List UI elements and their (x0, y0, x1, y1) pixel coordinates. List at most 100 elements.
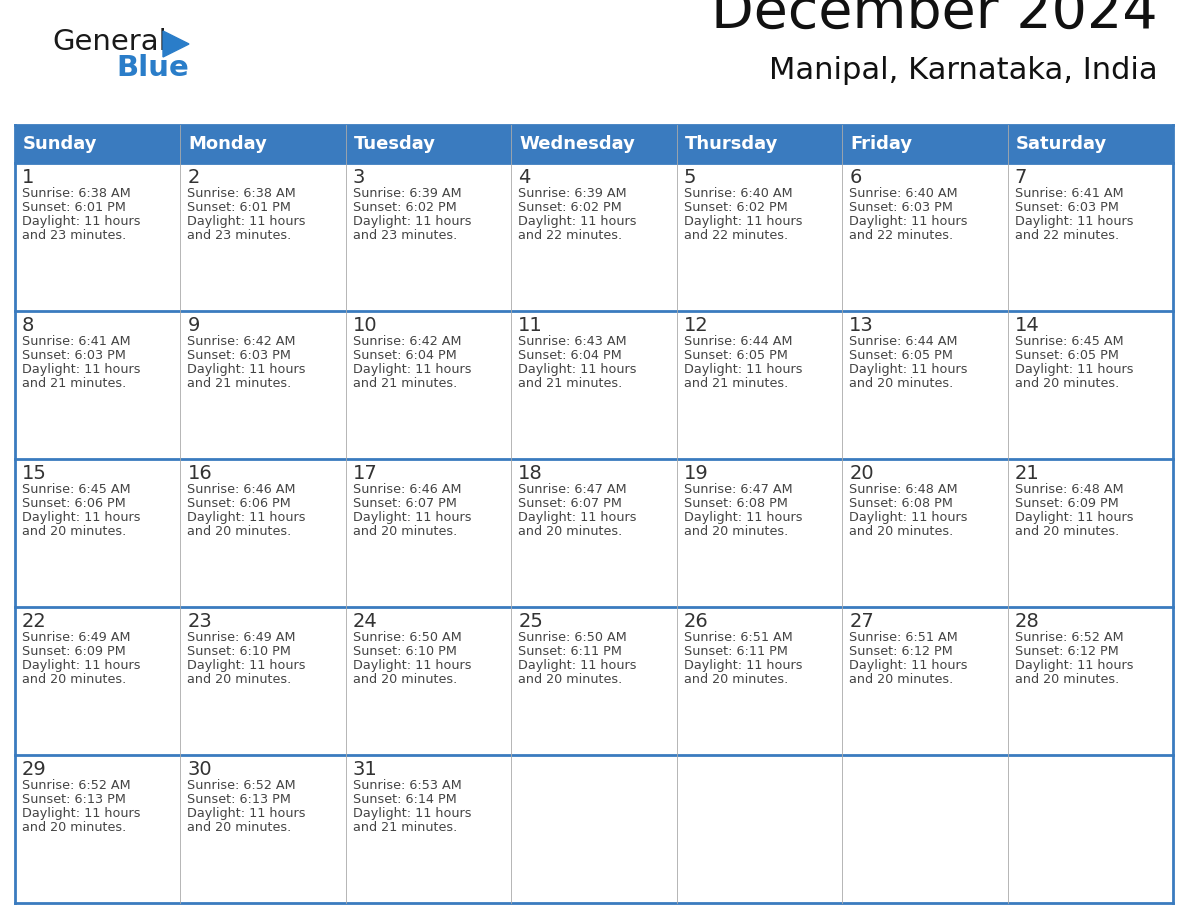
Text: Daylight: 11 hours: Daylight: 11 hours (23, 807, 140, 820)
Text: Sunset: 6:02 PM: Sunset: 6:02 PM (684, 201, 788, 214)
Text: 13: 13 (849, 316, 874, 335)
Text: Sunday: Sunday (23, 135, 97, 153)
Text: Sunset: 6:11 PM: Sunset: 6:11 PM (684, 645, 788, 658)
Text: Sunrise: 6:53 AM: Sunrise: 6:53 AM (353, 779, 462, 792)
Text: and 20 minutes.: and 20 minutes. (353, 673, 457, 686)
Text: Daylight: 11 hours: Daylight: 11 hours (188, 807, 307, 820)
Text: Sunrise: 6:41 AM: Sunrise: 6:41 AM (1015, 187, 1123, 200)
Text: 19: 19 (684, 464, 708, 483)
Text: 22: 22 (23, 612, 46, 631)
Text: and 21 minutes.: and 21 minutes. (23, 377, 126, 390)
Text: and 22 minutes.: and 22 minutes. (518, 229, 623, 242)
Text: Sunrise: 6:43 AM: Sunrise: 6:43 AM (518, 335, 627, 348)
Bar (842, 459, 1007, 607)
Text: Thursday: Thursday (684, 135, 778, 153)
Text: Daylight: 11 hours: Daylight: 11 hours (684, 215, 802, 228)
Text: 7: 7 (1015, 168, 1026, 187)
Bar (677, 607, 842, 755)
Bar (842, 755, 1007, 903)
Text: and 22 minutes.: and 22 minutes. (849, 229, 953, 242)
Bar (181, 459, 346, 607)
Text: Sunset: 6:06 PM: Sunset: 6:06 PM (188, 497, 291, 510)
Text: Sunrise: 6:52 AM: Sunrise: 6:52 AM (188, 779, 296, 792)
Bar (511, 459, 677, 607)
Text: Daylight: 11 hours: Daylight: 11 hours (188, 511, 307, 524)
Text: and 22 minutes.: and 22 minutes. (684, 229, 788, 242)
Text: 24: 24 (353, 612, 378, 631)
Text: and 20 minutes.: and 20 minutes. (518, 673, 623, 686)
Text: and 20 minutes.: and 20 minutes. (1015, 673, 1119, 686)
Text: Sunset: 6:12 PM: Sunset: 6:12 PM (1015, 645, 1118, 658)
Bar (511, 755, 677, 903)
Bar (677, 755, 842, 903)
Text: Sunset: 6:10 PM: Sunset: 6:10 PM (353, 645, 456, 658)
Text: Sunrise: 6:47 AM: Sunrise: 6:47 AM (518, 483, 627, 496)
Text: Wednesday: Wednesday (519, 135, 636, 153)
Bar (842, 311, 1007, 459)
Text: 2: 2 (188, 168, 200, 187)
Text: and 20 minutes.: and 20 minutes. (188, 673, 292, 686)
Text: 3: 3 (353, 168, 365, 187)
Text: 14: 14 (1015, 316, 1040, 335)
Text: Sunrise: 6:50 AM: Sunrise: 6:50 AM (353, 631, 462, 644)
Text: and 20 minutes.: and 20 minutes. (1015, 377, 1119, 390)
Text: Saturday: Saturday (1016, 135, 1107, 153)
Bar (677, 311, 842, 459)
Text: Daylight: 11 hours: Daylight: 11 hours (23, 363, 140, 376)
Text: Sunrise: 6:52 AM: Sunrise: 6:52 AM (23, 779, 131, 792)
Text: Sunset: 6:03 PM: Sunset: 6:03 PM (188, 349, 291, 362)
Bar (1007, 459, 1173, 607)
Text: Sunrise: 6:40 AM: Sunrise: 6:40 AM (684, 187, 792, 200)
Bar (181, 163, 346, 311)
Text: Daylight: 11 hours: Daylight: 11 hours (188, 363, 307, 376)
Text: Sunset: 6:13 PM: Sunset: 6:13 PM (23, 793, 126, 806)
Text: Sunrise: 6:50 AM: Sunrise: 6:50 AM (518, 631, 627, 644)
Text: Daylight: 11 hours: Daylight: 11 hours (849, 511, 968, 524)
Bar (511, 311, 677, 459)
Text: 23: 23 (188, 612, 213, 631)
Text: Tuesday: Tuesday (354, 135, 436, 153)
Text: Sunrise: 6:49 AM: Sunrise: 6:49 AM (23, 631, 131, 644)
Text: and 20 minutes.: and 20 minutes. (684, 673, 788, 686)
Text: Sunrise: 6:46 AM: Sunrise: 6:46 AM (188, 483, 296, 496)
Text: 21: 21 (1015, 464, 1040, 483)
Text: Daylight: 11 hours: Daylight: 11 hours (849, 363, 968, 376)
Text: Sunset: 6:13 PM: Sunset: 6:13 PM (188, 793, 291, 806)
Text: Daylight: 11 hours: Daylight: 11 hours (1015, 363, 1133, 376)
Text: Daylight: 11 hours: Daylight: 11 hours (518, 659, 637, 672)
Bar (677, 459, 842, 607)
Text: 5: 5 (684, 168, 696, 187)
Text: Daylight: 11 hours: Daylight: 11 hours (518, 363, 637, 376)
Bar (1007, 311, 1173, 459)
Bar (15, 459, 181, 607)
Text: and 20 minutes.: and 20 minutes. (188, 525, 292, 538)
Text: Sunrise: 6:52 AM: Sunrise: 6:52 AM (1015, 631, 1123, 644)
Text: Sunset: 6:14 PM: Sunset: 6:14 PM (353, 793, 456, 806)
Text: 17: 17 (353, 464, 378, 483)
Bar (15, 163, 181, 311)
Text: Sunrise: 6:44 AM: Sunrise: 6:44 AM (849, 335, 958, 348)
Text: Daylight: 11 hours: Daylight: 11 hours (353, 659, 472, 672)
Text: Sunset: 6:01 PM: Sunset: 6:01 PM (188, 201, 291, 214)
Text: 29: 29 (23, 760, 46, 779)
Text: Sunset: 6:11 PM: Sunset: 6:11 PM (518, 645, 623, 658)
Text: Sunrise: 6:48 AM: Sunrise: 6:48 AM (849, 483, 958, 496)
Text: and 20 minutes.: and 20 minutes. (1015, 525, 1119, 538)
Text: Daylight: 11 hours: Daylight: 11 hours (353, 215, 472, 228)
Text: Sunrise: 6:51 AM: Sunrise: 6:51 AM (849, 631, 958, 644)
Bar (346, 755, 511, 903)
Text: Daylight: 11 hours: Daylight: 11 hours (518, 215, 637, 228)
Text: 10: 10 (353, 316, 378, 335)
Text: Daylight: 11 hours: Daylight: 11 hours (188, 215, 307, 228)
Text: Sunset: 6:01 PM: Sunset: 6:01 PM (23, 201, 126, 214)
Text: Daylight: 11 hours: Daylight: 11 hours (353, 511, 472, 524)
Text: 8: 8 (23, 316, 34, 335)
Bar (181, 607, 346, 755)
Bar (842, 607, 1007, 755)
Text: Daylight: 11 hours: Daylight: 11 hours (23, 215, 140, 228)
Text: and 21 minutes.: and 21 minutes. (353, 377, 457, 390)
Text: and 21 minutes.: and 21 minutes. (188, 377, 292, 390)
Text: 6: 6 (849, 168, 861, 187)
Bar (181, 311, 346, 459)
Text: Daylight: 11 hours: Daylight: 11 hours (353, 363, 472, 376)
